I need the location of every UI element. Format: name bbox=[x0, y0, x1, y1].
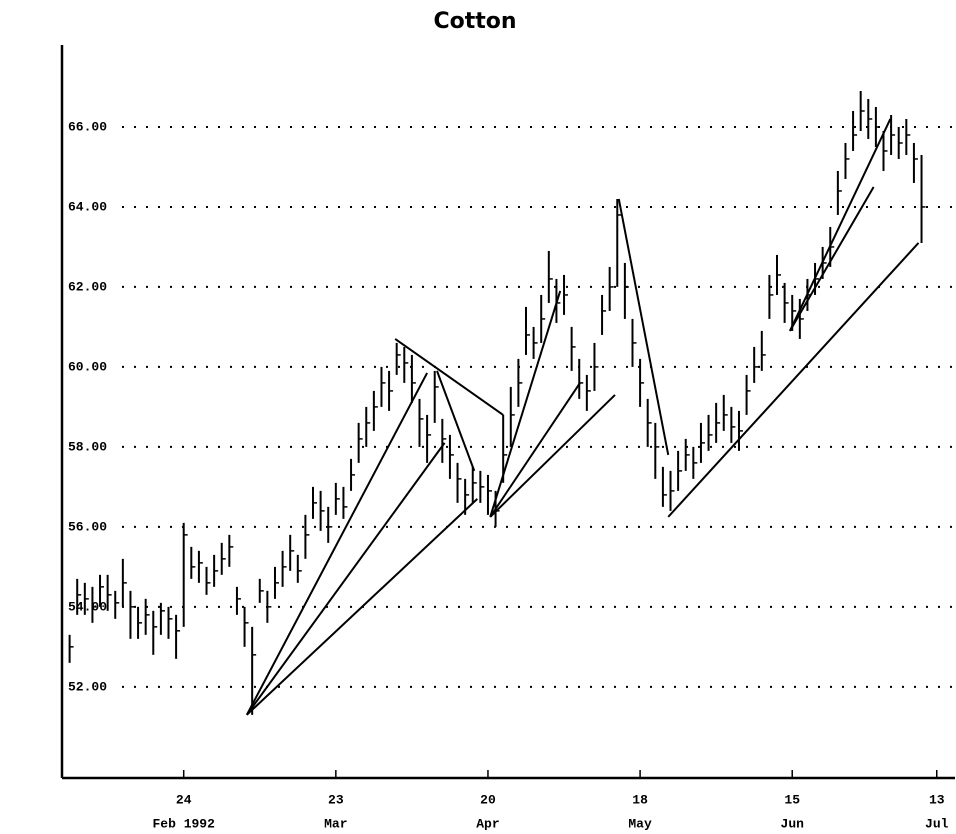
x-tick-sublabel: May bbox=[628, 816, 652, 831]
x-tick-sublabel: Feb 1992 bbox=[152, 816, 215, 831]
x-tick-sublabel: Jun bbox=[781, 816, 805, 831]
x-tick-sublabel: Mar bbox=[324, 816, 347, 831]
trend-line bbox=[617, 198, 670, 456]
trend-line bbox=[489, 290, 562, 518]
trend-line bbox=[489, 382, 581, 518]
trend-line bbox=[245, 372, 428, 716]
x-tick-label: 24 bbox=[176, 792, 192, 807]
y-tick-label: 56.00 bbox=[68, 519, 107, 534]
trend-line bbox=[246, 442, 446, 716]
trend-line bbox=[489, 394, 616, 518]
x-tick-label: 13 bbox=[929, 792, 945, 807]
y-tick-label: 64.00 bbox=[68, 199, 107, 214]
x-tick-label: 18 bbox=[632, 792, 648, 807]
x-tick-label: 23 bbox=[328, 792, 344, 807]
trend-line bbox=[789, 118, 892, 332]
y-tick-label: 58.00 bbox=[68, 439, 107, 454]
chart-title: Cotton bbox=[433, 9, 516, 34]
y-tick-label: 66.00 bbox=[68, 119, 107, 134]
trend-line bbox=[246, 498, 478, 716]
x-tick-label: 15 bbox=[784, 792, 800, 807]
y-tick-label: 52.00 bbox=[68, 679, 107, 694]
y-tick-label: 54.00 bbox=[68, 599, 107, 614]
trend-line bbox=[667, 242, 920, 518]
trend-line bbox=[436, 370, 476, 472]
trend-line bbox=[789, 186, 875, 332]
x-tick-label: 20 bbox=[480, 792, 496, 807]
trend-line bbox=[394, 338, 504, 416]
y-tick-label: 62.00 bbox=[68, 279, 107, 294]
y-tick-label: 60.00 bbox=[68, 359, 107, 374]
x-tick-sublabel: Jul bbox=[925, 816, 949, 831]
x-tick-sublabel: Apr bbox=[476, 816, 499, 831]
